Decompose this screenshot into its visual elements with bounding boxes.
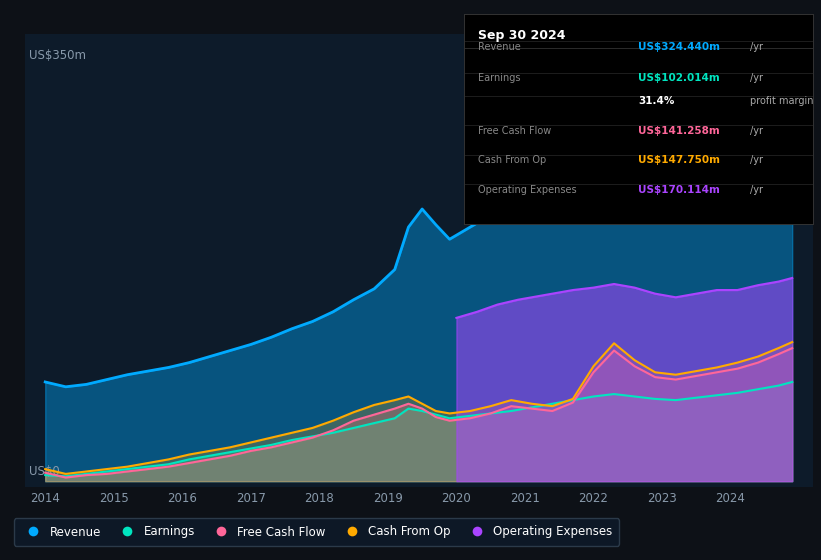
Text: Operating Expenses: Operating Expenses (478, 185, 576, 195)
Text: US$0: US$0 (29, 465, 59, 478)
Text: US$324.440m: US$324.440m (639, 42, 720, 52)
Text: Free Cash Flow: Free Cash Flow (478, 126, 551, 136)
Text: /yr: /yr (750, 42, 763, 52)
Text: US$141.258m: US$141.258m (639, 126, 720, 136)
Text: Earnings: Earnings (478, 73, 521, 83)
Text: Revenue: Revenue (478, 42, 521, 52)
Text: Cash From Op: Cash From Op (478, 155, 546, 165)
Text: /yr: /yr (750, 185, 763, 195)
Text: US$170.114m: US$170.114m (639, 185, 720, 195)
Text: /yr: /yr (750, 126, 763, 136)
Text: /yr: /yr (750, 73, 763, 83)
Text: US$350m: US$350m (29, 49, 85, 63)
Text: Sep 30 2024: Sep 30 2024 (478, 29, 566, 41)
Text: /yr: /yr (750, 155, 763, 165)
Legend: Revenue, Earnings, Free Cash Flow, Cash From Op, Operating Expenses: Revenue, Earnings, Free Cash Flow, Cash … (14, 519, 620, 545)
Text: profit margin: profit margin (750, 96, 814, 106)
Text: US$102.014m: US$102.014m (639, 73, 720, 83)
Text: 31.4%: 31.4% (639, 96, 675, 106)
Text: US$147.750m: US$147.750m (639, 155, 720, 165)
